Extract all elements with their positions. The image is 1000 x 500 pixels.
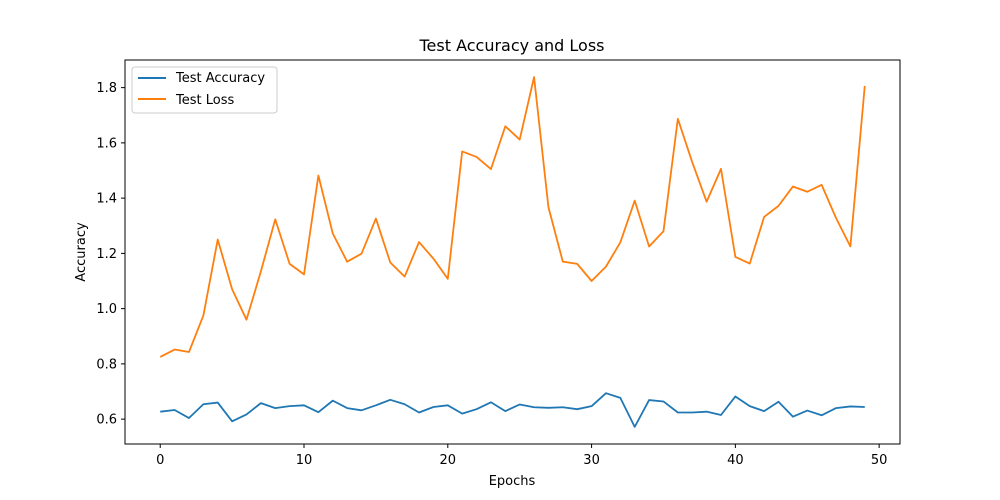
x-tick-label: 40 [727,453,744,468]
y-tick-label: 1.2 [96,247,117,262]
series-line-test-accuracy [160,392,865,428]
legend: Test Accuracy Test Loss [131,66,278,114]
chart-title: Test Accuracy and Loss [418,36,604,55]
y-tick-label: 1.4 [96,192,117,207]
ticks-layer: 0 10 20 30 40 50 0.6 0.8 1.0 1.2 1.4 1.6 1.8 [96,81,887,468]
x-tick-label: 20 [440,453,457,468]
legend-label-test-loss: Test Loss [175,93,234,108]
y-tick-label: 1.6 [96,136,117,151]
y-tick-label: 1.8 [96,81,117,96]
y-tick-label: 0.8 [96,357,117,372]
x-tick-label: 50 [871,453,888,468]
y-axis-label: Accuracy [74,222,89,282]
legend-label-test-accuracy: Test Accuracy [175,71,265,86]
legend-box [131,66,278,114]
x-axis-label: Epochs [489,474,536,489]
y-tick-label: 1.0 [96,302,117,317]
plot-frame [124,59,901,445]
series-layer [159,76,866,428]
series-line-test-loss [159,76,866,358]
x-tick-label: 0 [156,453,164,468]
y-tick-label: 0.6 [96,413,117,428]
x-tick-label: 10 [296,453,313,468]
x-tick-label: 30 [583,453,600,468]
